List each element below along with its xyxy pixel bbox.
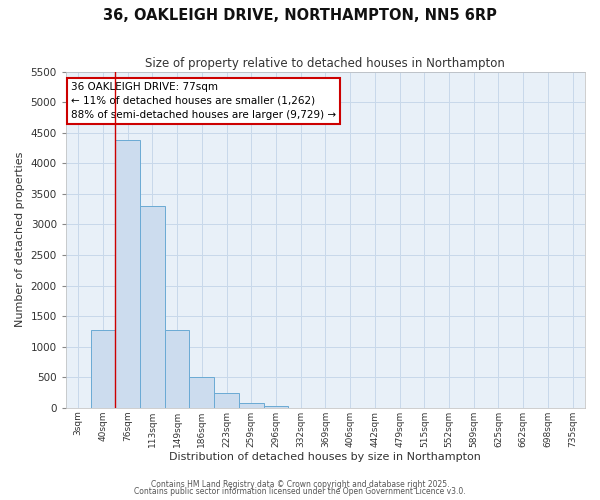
Bar xyxy=(214,394,239,408)
Bar xyxy=(263,406,289,408)
Bar xyxy=(165,330,190,408)
Bar xyxy=(91,330,115,408)
Text: Contains HM Land Registry data © Crown copyright and database right 2025.: Contains HM Land Registry data © Crown c… xyxy=(151,480,449,489)
X-axis label: Distribution of detached houses by size in Northampton: Distribution of detached houses by size … xyxy=(169,452,481,462)
Bar xyxy=(190,377,214,408)
Bar xyxy=(140,206,165,408)
Y-axis label: Number of detached properties: Number of detached properties xyxy=(15,152,25,328)
Bar xyxy=(239,403,263,408)
Title: Size of property relative to detached houses in Northampton: Size of property relative to detached ho… xyxy=(145,58,505,70)
Text: 36 OAKLEIGH DRIVE: 77sqm
← 11% of detached houses are smaller (1,262)
88% of sem: 36 OAKLEIGH DRIVE: 77sqm ← 11% of detach… xyxy=(71,82,336,120)
Text: Contains public sector information licensed under the Open Government Licence v3: Contains public sector information licen… xyxy=(134,487,466,496)
Text: 36, OAKLEIGH DRIVE, NORTHAMPTON, NN5 6RP: 36, OAKLEIGH DRIVE, NORTHAMPTON, NN5 6RP xyxy=(103,8,497,22)
Bar xyxy=(115,140,140,408)
